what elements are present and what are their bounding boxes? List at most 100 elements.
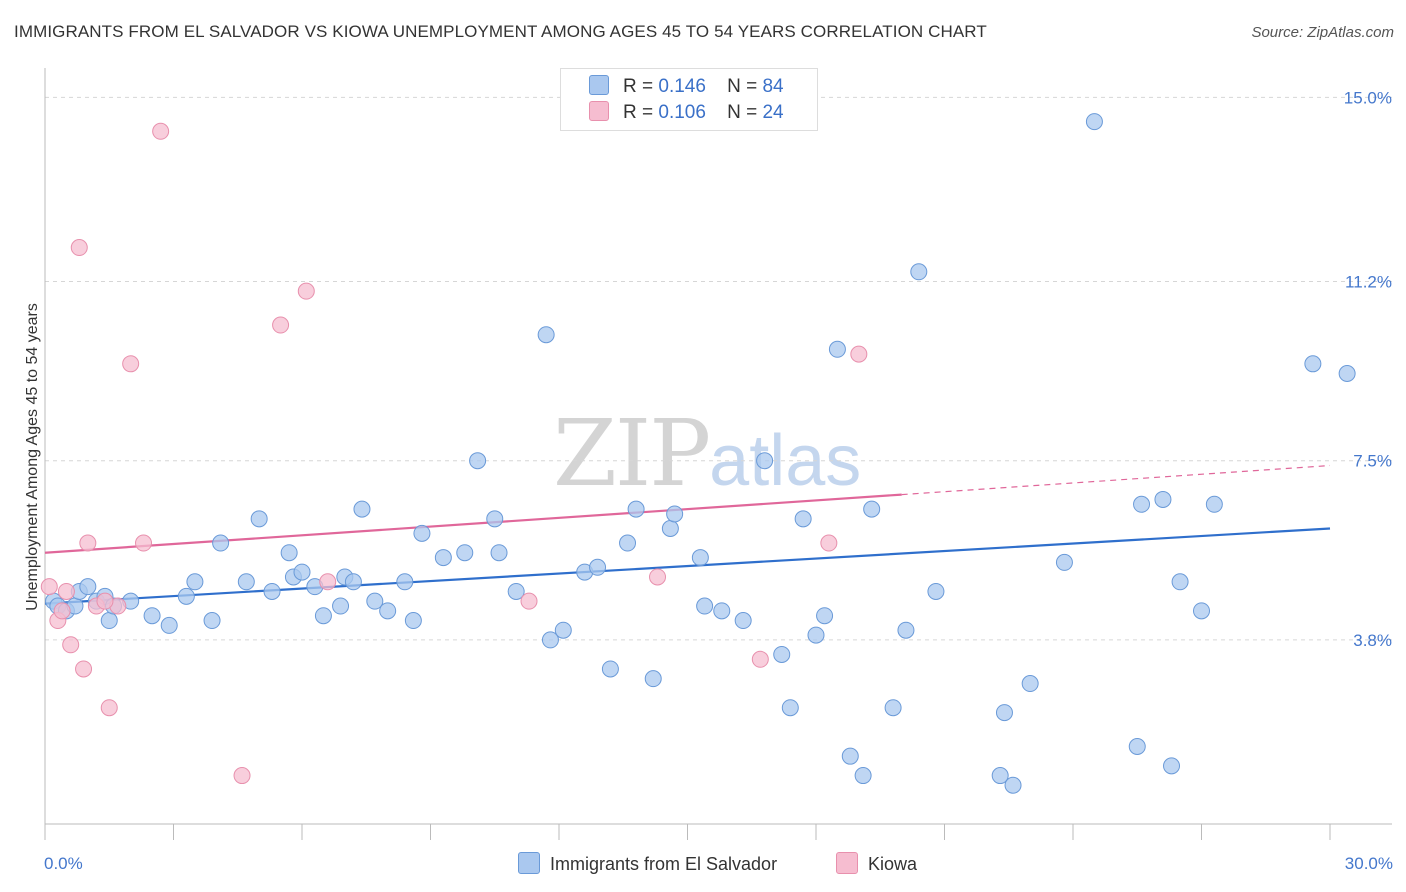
el-salvador-point	[756, 452, 774, 470]
el-salvador-point	[816, 607, 834, 625]
kiowa-point	[53, 602, 71, 620]
y-tick-label: 3.8%	[1353, 631, 1392, 650]
kiowa-point	[135, 534, 153, 552]
el-salvador-point	[807, 626, 825, 644]
el-salvador-point	[995, 704, 1013, 722]
legend: R = 0.146 N = 84 R = 0.106 N = 24	[560, 68, 818, 131]
el-salvador-point	[781, 699, 799, 717]
el-salvador-point	[486, 510, 504, 528]
el-salvador-point	[353, 500, 371, 518]
y-axis-label: Unemployment Among Ages 45 to 54 years	[24, 303, 41, 611]
el-salvador-point	[910, 263, 928, 281]
x-tick-label: 0.0%	[44, 854, 83, 873]
el-salvador-point	[469, 452, 487, 470]
el-salvador-point	[554, 621, 572, 639]
legend-swatch-pink	[589, 101, 609, 121]
el-salvador-point	[396, 573, 414, 591]
el-salvador-point	[263, 582, 281, 600]
kiowa-point	[820, 534, 838, 552]
trend-lines	[44, 464, 1331, 605]
legend-n-value: 24	[762, 102, 784, 123]
y-tick-label: 7.5%	[1353, 452, 1392, 471]
el-salvador-point	[828, 340, 846, 358]
el-salvador-point	[237, 573, 255, 591]
el-salvador-point	[379, 602, 397, 620]
el-salvador-point	[661, 520, 679, 538]
el-salvador-point	[734, 612, 752, 630]
el-salvador-point	[773, 645, 791, 663]
el-salvador-point	[332, 597, 350, 615]
kiowa-point	[40, 578, 58, 596]
x-tick-label: 30.0%	[1345, 854, 1393, 873]
el-salvador-point	[293, 563, 311, 581]
axes	[44, 68, 1392, 840]
data-points	[40, 113, 1356, 794]
el-salvador-point	[541, 631, 559, 649]
el-salvador-point	[619, 534, 637, 552]
legend-r-label: R =	[623, 102, 654, 123]
kiowa-point	[79, 534, 97, 552]
el-salvador-point	[490, 544, 508, 562]
el-salvador-point	[1021, 675, 1039, 693]
legend-r-value: 0.106	[658, 102, 706, 123]
el-salvador-point	[794, 510, 812, 528]
el-salvador-point	[854, 767, 872, 785]
kiowa-trend-line	[44, 493, 902, 554]
bottom-legend-kiowa: Kiowa	[836, 852, 917, 875]
el-salvador-point	[1128, 737, 1146, 755]
kiowa-point	[850, 345, 868, 363]
el-salvador-point	[897, 621, 915, 639]
el-salvador-point	[1304, 355, 1322, 373]
watermark-zip: ZIP	[553, 400, 711, 507]
el-salvador-point	[177, 587, 195, 605]
kiowa-point	[297, 282, 315, 300]
kiowa-point	[57, 582, 75, 600]
kiowa-point	[152, 122, 170, 140]
el-salvador-point	[1163, 757, 1181, 775]
kiowa-point	[122, 355, 140, 373]
legend-n-label: N =	[727, 76, 758, 97]
bottom-legend-label: Kiowa	[868, 854, 918, 874]
tick-labels: 3.8% 7.5% 11.2% 15.0% 0.0% 30.0%	[44, 88, 1393, 873]
el-salvador-point	[1171, 573, 1189, 591]
el-salvador-point	[250, 510, 268, 528]
el-salvador-point	[434, 549, 452, 567]
el-salvador-point	[203, 612, 221, 630]
kiowa-point	[272, 316, 290, 334]
watermark: ZIPatlas	[553, 400, 861, 507]
el-salvador-point	[1004, 776, 1022, 794]
el-salvador-point	[160, 616, 178, 634]
y-tick-label: 11.2%	[1345, 272, 1392, 291]
el-salvador-point	[1085, 113, 1103, 131]
legend-row-el-salvador: R = 0.146 N = 84	[589, 75, 784, 99]
bottom-legend-label: Immigrants from El Salvador	[550, 854, 778, 874]
el-salvador-point	[627, 500, 645, 518]
el-salvador-point	[696, 597, 714, 615]
el-salvador-point	[1133, 495, 1151, 513]
el-salvador-point	[713, 602, 731, 620]
kiowa-point	[100, 699, 118, 717]
kiowa-point	[233, 767, 251, 785]
el-salvador-point	[366, 592, 384, 610]
bottom-legend-el-salvador: Immigrants from El Salvador	[518, 852, 777, 875]
el-salvador-point	[344, 573, 362, 591]
el-salvador-point	[691, 549, 709, 567]
y-tick-label: 15.0%	[1344, 88, 1392, 107]
el-salvador-point	[413, 524, 431, 542]
el-salvador-point	[1338, 364, 1356, 382]
chart-title: IMMIGRANTS FROM EL SALVADOR VS KIOWA UNE…	[14, 22, 987, 41]
kiowa-trend-line-extension	[901, 464, 1331, 496]
kiowa-point	[520, 592, 538, 610]
kiowa-point	[96, 592, 114, 610]
el-salvador-point	[1055, 553, 1073, 571]
legend-n-label: N =	[727, 102, 758, 123]
kiowa-point	[75, 660, 93, 678]
kiowa-point	[319, 573, 337, 591]
el-salvador-point	[186, 573, 204, 591]
el-salvador-point	[537, 326, 555, 344]
el-salvador-point	[601, 660, 619, 678]
el-salvador-point	[280, 544, 298, 562]
legend-r-value: 0.146	[658, 76, 706, 97]
legend-r-label: R =	[623, 76, 654, 97]
